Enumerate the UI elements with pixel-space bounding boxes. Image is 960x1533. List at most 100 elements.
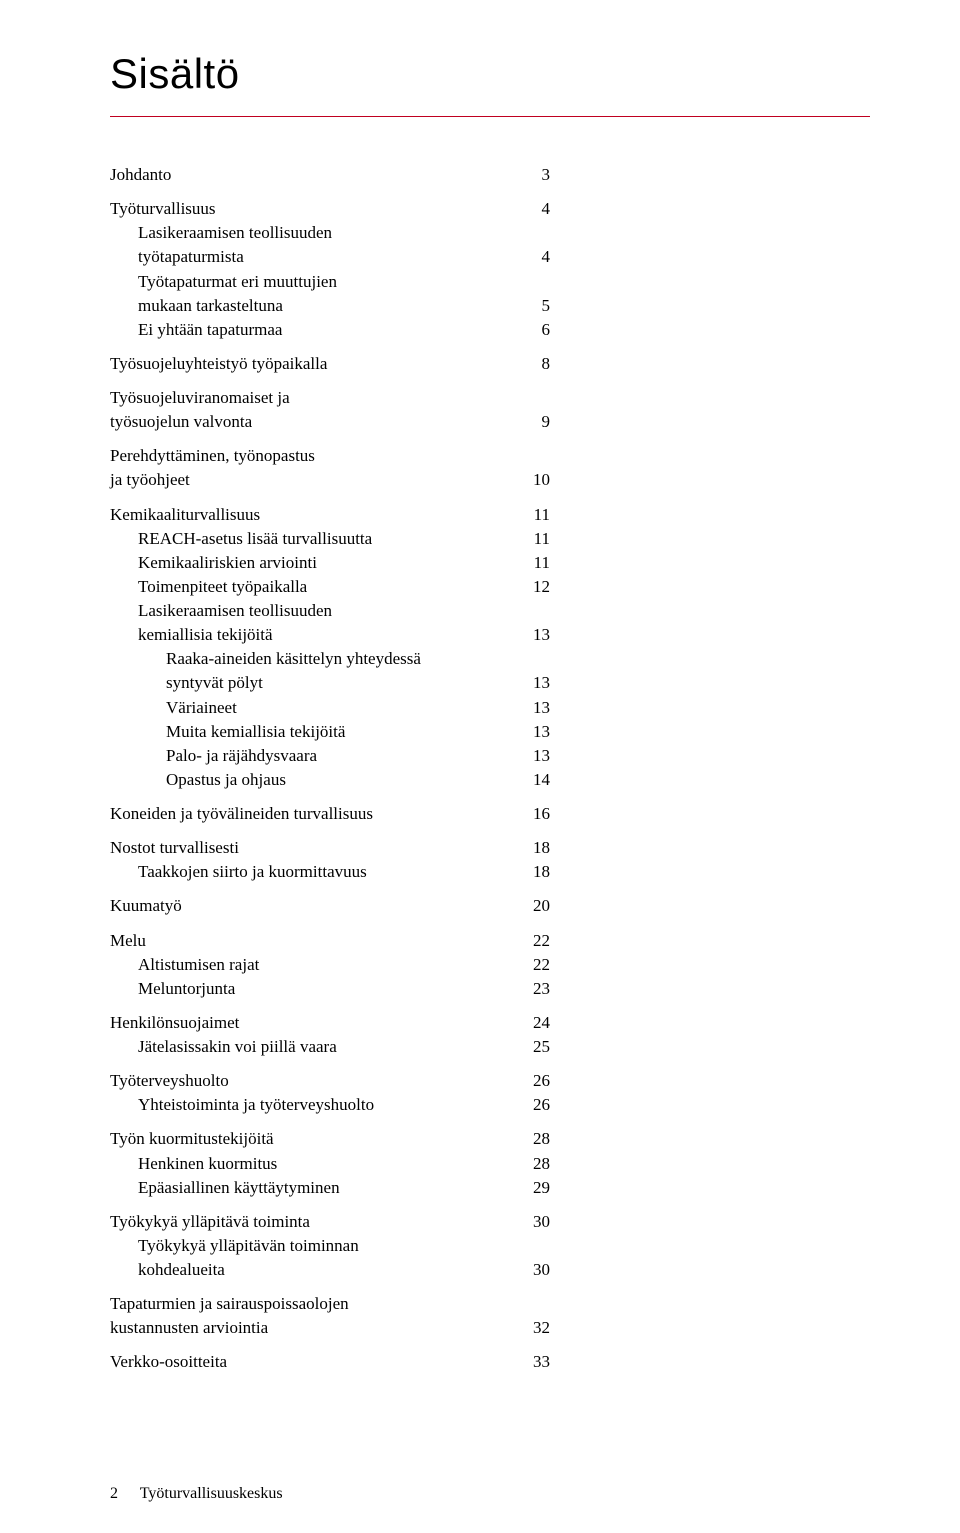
toc-entry: Työtapaturmat eri muuttujienmukaan tarka… xyxy=(110,270,550,318)
toc-page-number: 18 xyxy=(533,836,550,860)
toc-page-number: 20 xyxy=(533,894,550,918)
toc-label: Taakkojen siirto ja kuormittavuus xyxy=(138,860,367,884)
toc-label: Kuumatyö xyxy=(110,894,182,918)
toc-entry: Jätelasissakin voi piillä vaara25 xyxy=(110,1035,550,1059)
toc-page-number: 4 xyxy=(542,245,551,269)
toc-page-number: 24 xyxy=(533,1011,550,1035)
toc-label: Työn kuormitustekijöitä xyxy=(110,1127,274,1151)
toc-entry: REACH-asetus lisää turvallisuutta11 xyxy=(110,527,550,551)
toc-label-line: Perehdyttäminen, työnopastus xyxy=(110,444,550,468)
toc-label: Nostot turvallisesti xyxy=(110,836,239,860)
toc-entry: Tapaturmien ja sairauspoissaolojenkustan… xyxy=(110,1292,550,1340)
toc-entry: Raaka-aineiden käsittelyn yhteydessäsynt… xyxy=(110,647,550,695)
toc-page-number: 18 xyxy=(533,860,550,884)
toc-page-number: 11 xyxy=(534,503,550,527)
toc-label: Työkykyä ylläpitävä toiminta xyxy=(110,1210,310,1234)
toc-page-number: 14 xyxy=(533,768,550,792)
toc-label: kustannusten arviointia xyxy=(110,1316,268,1340)
toc-entry: Melu 22 xyxy=(110,929,550,953)
toc-label: kohdealueita xyxy=(138,1258,225,1282)
toc-entry: Kemikaaliturvallisuus11 xyxy=(110,503,550,527)
toc-label-line: Työtapaturmat eri muuttujien xyxy=(138,270,550,294)
toc-entry: Yhteistoiminta ja työterveyshuolto26 xyxy=(110,1093,550,1117)
toc-page-number: 25 xyxy=(533,1035,550,1059)
toc-entry: Työn kuormitustekijöitä 28 xyxy=(110,1127,550,1151)
toc-label: Opastus ja ohjaus xyxy=(166,768,286,792)
toc-label: Henkilönsuojaimet xyxy=(110,1011,239,1035)
toc-label-line: Raaka-aineiden käsittelyn yhteydessä xyxy=(166,647,550,671)
toc-label: Muita kemiallisia tekijöitä xyxy=(166,720,345,744)
toc-entry: Koneiden ja työvälineiden turvallisuus16 xyxy=(110,802,550,826)
toc-entry: Työturvallisuus4 xyxy=(110,197,550,221)
toc-page-number: 30 xyxy=(533,1210,550,1234)
toc-entry: Perehdyttäminen, työnopastusja työohjeet… xyxy=(110,444,550,492)
toc-entry: Nostot turvallisesti 18 xyxy=(110,836,550,860)
toc-page-number: 3 xyxy=(542,163,551,187)
toc-page-number: 13 xyxy=(533,623,550,647)
toc-label-line: Työsuojeluviranomaiset ja xyxy=(110,386,550,410)
toc-page-number: 10 xyxy=(533,468,550,492)
toc-label: Työsuojeluyhteistyö työpaikalla xyxy=(110,352,327,376)
toc-label: Melu xyxy=(110,929,146,953)
toc-entry: Ei yhtään tapaturmaa 6 xyxy=(110,318,550,342)
toc-entry: Toimenpiteet työpaikalla 12 xyxy=(110,575,550,599)
toc-label: kemiallisia tekijöitä xyxy=(138,623,273,647)
toc-label: Epäasiallinen käyttäytyminen xyxy=(138,1176,340,1200)
toc-page-number: 30 xyxy=(533,1258,550,1282)
toc-entry: Kuumatyö 20 xyxy=(110,894,550,918)
toc-entry: Johdanto3 xyxy=(110,163,550,187)
toc-entry: Henkinen kuormitus28 xyxy=(110,1152,550,1176)
toc-entry: Väriaineet13 xyxy=(110,696,550,720)
toc-page-number: 11 xyxy=(534,527,550,551)
toc-page-number: 26 xyxy=(533,1093,550,1117)
toc-label: ja työohjeet xyxy=(110,468,190,492)
toc-label: Henkinen kuormitus xyxy=(138,1152,277,1176)
toc-label-line: Työkykyä ylläpitävän toiminnan xyxy=(138,1234,550,1258)
toc-entry: Lasikeraamisen teollisuudenkemiallisia t… xyxy=(110,599,550,647)
title-rule xyxy=(110,116,870,117)
page-container: Sisältö Johdanto3Työturvallisuus4Lasiker… xyxy=(0,50,960,1503)
table-of-contents: Johdanto3Työturvallisuus4Lasikeraamisen … xyxy=(110,163,550,1375)
toc-label: Verkko-osoitteita xyxy=(110,1350,227,1374)
toc-entry: Meluntorjunta23 xyxy=(110,977,550,1001)
toc-page-number: 9 xyxy=(542,410,551,434)
toc-page-number: 33 xyxy=(533,1350,550,1374)
toc-page-number: 22 xyxy=(533,929,550,953)
toc-label: Työturvallisuus xyxy=(110,197,216,221)
toc-label-line: Lasikeraamisen teollisuuden xyxy=(138,599,550,623)
toc-entry: Työsuojeluviranomaiset jatyösuojelun val… xyxy=(110,386,550,434)
toc-label: työsuojelun valvonta xyxy=(110,410,252,434)
toc-page-number: 11 xyxy=(534,551,550,575)
toc-entry: Muita kemiallisia tekijöitä 13 xyxy=(110,720,550,744)
toc-label: mukaan tarkasteltuna xyxy=(138,294,283,318)
toc-entry: Työsuojeluyhteistyö työpaikalla8 xyxy=(110,352,550,376)
toc-entry: Altistumisen rajat22 xyxy=(110,953,550,977)
toc-page-number: 28 xyxy=(533,1127,550,1151)
toc-label: Toimenpiteet työpaikalla xyxy=(138,575,307,599)
toc-entry: Työterveyshuolto26 xyxy=(110,1069,550,1093)
toc-label: Ei yhtään tapaturmaa xyxy=(138,318,282,342)
toc-label: Kemikaaliriskien arviointi xyxy=(138,551,317,575)
toc-entry: Työkykyä ylläpitävä toiminta 30 xyxy=(110,1210,550,1234)
toc-entry: Palo- ja räjähdysvaara 13 xyxy=(110,744,550,768)
toc-label: Työterveyshuolto xyxy=(110,1069,229,1093)
toc-page-number: 12 xyxy=(533,575,550,599)
toc-page-number: 13 xyxy=(533,744,550,768)
toc-entry: Kemikaaliriskien arviointi 11 xyxy=(110,551,550,575)
toc-entry: Työkykyä ylläpitävän toiminnankohdealuei… xyxy=(110,1234,550,1282)
toc-entry: Opastus ja ohjaus 14 xyxy=(110,768,550,792)
toc-page-number: 6 xyxy=(542,318,551,342)
toc-label: Meluntorjunta xyxy=(138,977,235,1001)
toc-page-number: 13 xyxy=(533,720,550,744)
toc-entry: Henkilönsuojaimet 24 xyxy=(110,1011,550,1035)
toc-label: syntyvät pölyt xyxy=(166,671,263,695)
toc-page-number: 5 xyxy=(542,294,551,318)
toc-entry: Taakkojen siirto ja kuormittavuus 18 xyxy=(110,860,550,884)
toc-page-number: 29 xyxy=(533,1176,550,1200)
page-footer: 2 Työturvallisuuskeskus xyxy=(110,1485,870,1503)
toc-page-number: 22 xyxy=(533,953,550,977)
toc-entry: Lasikeraamisen teollisuudentyötapaturmis… xyxy=(110,221,550,269)
toc-label-line: Lasikeraamisen teollisuuden xyxy=(138,221,550,245)
toc-label: Palo- ja räjähdysvaara xyxy=(166,744,317,768)
footer-page-number: 2 xyxy=(110,1485,118,1502)
